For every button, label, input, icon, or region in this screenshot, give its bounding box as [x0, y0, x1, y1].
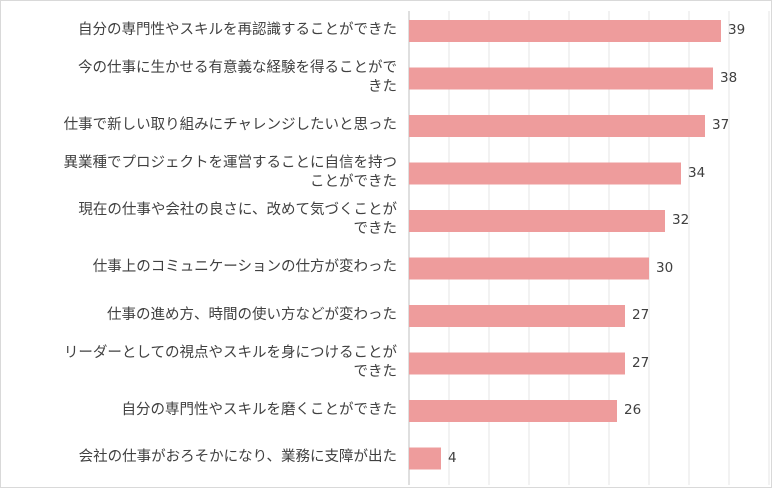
bar	[409, 447, 441, 470]
category-label: 今の仕事に生かせる有意義な経験を得ることがで きた	[78, 59, 397, 95]
bar	[409, 400, 617, 422]
data-label: 26	[624, 402, 642, 418]
category-label: 現在の仕事や会社の良さに、改めて気づくことが できた	[78, 202, 397, 237]
bar	[409, 305, 625, 327]
data-label: 27	[632, 354, 650, 371]
category-label: リーダーとしての視点やスキルを身につけることが できた	[63, 344, 397, 380]
category-label: 異業種でプロジェクトを運営することに自信を持つ ことができた	[63, 154, 398, 190]
bar	[409, 20, 721, 42]
data-label: 38	[720, 69, 738, 86]
bar	[409, 115, 705, 137]
category-label: 仕事上のコミュニケーションの仕方が変わった	[92, 259, 397, 275]
data-label: 4	[448, 449, 457, 466]
bar	[409, 257, 649, 280]
bar	[409, 67, 713, 90]
data-label: 30	[656, 259, 674, 276]
bar	[409, 162, 681, 185]
category-label: 仕事の進め方、時間の使い方などが変わった	[107, 306, 397, 323]
category-label: 仕事で新しい取り組みにチャレンジしたいと思った	[63, 116, 397, 133]
category-label: 会社の仕事がおろそかになり、業務に支障が出た	[78, 449, 397, 465]
bar	[409, 210, 665, 232]
bar	[409, 352, 625, 375]
data-label: 34	[688, 164, 706, 181]
data-label: 32	[672, 212, 690, 228]
data-label: 27	[632, 307, 650, 323]
data-label: 39	[728, 22, 746, 38]
category-label: 自分の専門性やスキルを磨くことができた	[121, 401, 398, 418]
data-label: 37	[712, 117, 730, 133]
category-label: 自分の専門性やスキルを再認識することができた	[78, 21, 397, 38]
